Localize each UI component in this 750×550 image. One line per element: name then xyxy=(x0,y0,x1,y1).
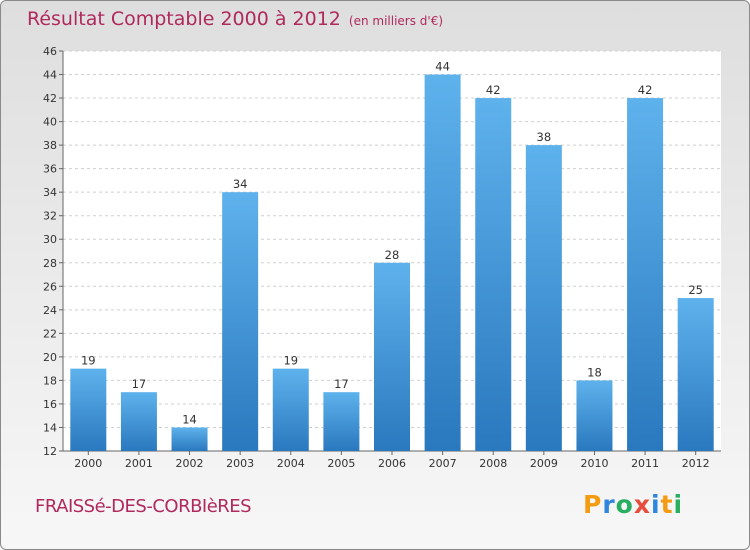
y-tick-label: 38 xyxy=(43,139,57,152)
data-label-2006: 28 xyxy=(385,248,400,262)
x-tick-label-2002: 2002 xyxy=(176,457,204,470)
y-tick-label: 34 xyxy=(43,186,57,199)
x-tick-label-2008: 2008 xyxy=(479,457,507,470)
y-tick-label: 22 xyxy=(43,327,57,340)
x-tick-label-2004: 2004 xyxy=(277,457,305,470)
x-tick-label-2012: 2012 xyxy=(682,457,710,470)
x-tick-label-2001: 2001 xyxy=(125,457,153,470)
x-tick-label-2003: 2003 xyxy=(226,457,254,470)
x-tick-label-2011: 2011 xyxy=(631,457,659,470)
data-label-2011: 42 xyxy=(638,83,653,97)
x-tick-label-2009: 2009 xyxy=(530,457,558,470)
bar-2003 xyxy=(222,192,259,452)
logo-letter: i xyxy=(673,490,684,519)
x-tick-label-2000: 2000 xyxy=(74,457,102,470)
y-tick-label: 20 xyxy=(43,351,57,364)
bar-2011 xyxy=(627,98,664,451)
x-tick-label-2005: 2005 xyxy=(327,457,355,470)
chart-title: Résultat Comptable 2000 à 2012 (en millie… xyxy=(27,8,443,30)
y-tick-label: 30 xyxy=(43,233,57,246)
y-tick-label: 16 xyxy=(43,398,57,411)
data-label-2012: 25 xyxy=(688,283,703,297)
data-label-2002: 14 xyxy=(182,412,197,426)
data-label-2004: 19 xyxy=(283,354,298,368)
y-tick-label: 28 xyxy=(43,257,57,270)
logo-letter: x xyxy=(633,490,651,519)
chart-subtitle: (en milliers d'€) xyxy=(348,14,444,28)
proxiti-logo: Proxiti xyxy=(583,490,683,519)
data-label-2007: 44 xyxy=(435,60,450,74)
logo-letter: o xyxy=(615,490,634,519)
y-tick-label: 40 xyxy=(43,116,57,129)
bar-2002 xyxy=(171,427,208,451)
x-tick-label-2006: 2006 xyxy=(378,457,406,470)
bar-2006 xyxy=(374,262,410,451)
x-tick-label-2010: 2010 xyxy=(580,457,608,470)
y-tick-label: 36 xyxy=(43,163,57,176)
y-tick-label: 14 xyxy=(43,421,57,434)
bar-2008 xyxy=(475,98,512,451)
y-tick-label: 24 xyxy=(43,304,57,317)
bar-2009 xyxy=(525,145,562,451)
data-label-2010: 18 xyxy=(587,365,602,379)
bar-2007 xyxy=(424,74,461,451)
data-label-2009: 38 xyxy=(537,130,552,144)
bar-2000 xyxy=(70,368,107,451)
x-tick-label-2007: 2007 xyxy=(429,457,457,470)
y-tick-label: 46 xyxy=(43,45,57,58)
logo-letter: r xyxy=(602,490,616,519)
logo-letter: t xyxy=(660,490,674,519)
data-label-2000: 19 xyxy=(81,354,96,368)
bar-2012 xyxy=(677,298,714,451)
data-label-2008: 42 xyxy=(486,83,501,97)
logo-letter: P xyxy=(583,490,603,519)
logo-letter: i xyxy=(651,490,661,519)
bar-2004 xyxy=(272,368,309,451)
y-tick-label: 26 xyxy=(43,280,57,293)
data-label-2001: 17 xyxy=(132,377,147,391)
y-tick-label: 42 xyxy=(43,92,57,105)
y-tick-label: 32 xyxy=(43,210,57,223)
bar-2005 xyxy=(323,392,360,451)
data-label-2005: 17 xyxy=(334,377,349,391)
bar-2010 xyxy=(576,380,613,451)
y-tick-label: 44 xyxy=(43,69,57,82)
data-label-2003: 34 xyxy=(233,177,248,191)
commune-name: FRAISSé-DES-CORBIèRES xyxy=(35,496,252,517)
bar-2001 xyxy=(120,392,157,451)
chart-title-text: Résultat Comptable 2000 à 2012 xyxy=(27,8,341,30)
y-tick-label: 18 xyxy=(43,374,57,387)
y-tick-label: 12 xyxy=(43,445,57,458)
